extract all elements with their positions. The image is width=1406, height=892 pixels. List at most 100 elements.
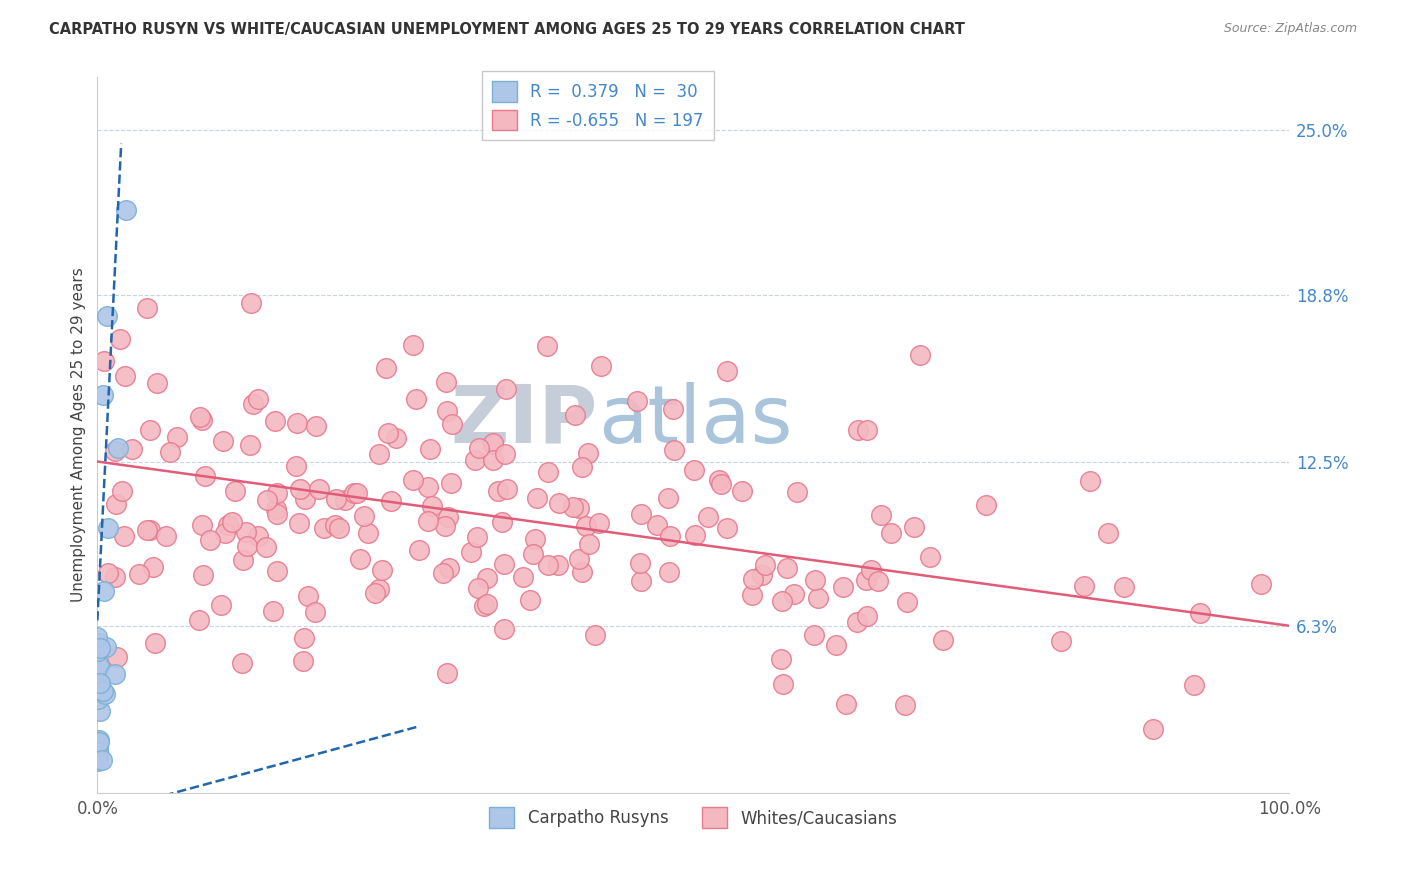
Point <box>494 447 516 461</box>
Point <box>364 586 387 600</box>
Point <box>494 622 516 636</box>
Text: atlas: atlas <box>598 382 793 459</box>
Point <box>402 473 425 487</box>
Point <box>91 683 114 698</box>
Point <box>716 363 738 377</box>
Point <box>368 582 391 596</box>
Point <box>537 465 560 479</box>
Point <box>264 502 287 516</box>
Point <box>880 525 903 540</box>
Point <box>96 309 118 323</box>
Point <box>537 558 560 573</box>
Point <box>482 437 505 451</box>
Point <box>575 519 598 533</box>
Point <box>974 498 997 512</box>
Point <box>568 552 591 566</box>
Point <box>475 597 498 611</box>
Point <box>256 493 278 508</box>
Point <box>468 441 491 455</box>
Point <box>460 544 482 558</box>
Point <box>855 609 877 624</box>
Point <box>87 754 110 768</box>
Point <box>467 582 489 596</box>
Point <box>121 442 143 457</box>
Point <box>524 532 547 546</box>
Point <box>440 475 463 490</box>
Point <box>464 453 486 467</box>
Point <box>860 563 883 577</box>
Point <box>97 521 120 535</box>
Point <box>683 463 706 477</box>
Point <box>626 394 648 409</box>
Point <box>402 338 425 352</box>
Point <box>254 540 277 554</box>
Point <box>707 473 730 487</box>
Point <box>571 565 593 579</box>
Point <box>418 480 440 494</box>
Point <box>357 526 380 541</box>
Point <box>434 375 457 389</box>
Point <box>138 523 160 537</box>
Point <box>562 500 585 515</box>
Point <box>191 568 214 582</box>
Point <box>155 529 177 543</box>
Point <box>105 649 128 664</box>
Point <box>292 631 315 645</box>
Point <box>583 628 606 642</box>
Point <box>312 520 335 534</box>
Point <box>662 402 685 417</box>
Point <box>91 754 114 768</box>
Point <box>589 359 612 373</box>
Point <box>266 565 288 579</box>
Point <box>495 382 517 396</box>
Point <box>86 745 108 759</box>
Point <box>188 614 211 628</box>
Point <box>1250 576 1272 591</box>
Point <box>418 515 440 529</box>
Point <box>1112 580 1135 594</box>
Point <box>658 529 681 543</box>
Point <box>87 691 110 706</box>
Point <box>87 734 110 748</box>
Point <box>1050 633 1073 648</box>
Point <box>87 681 110 696</box>
Point <box>297 589 319 603</box>
Point <box>405 392 427 406</box>
Legend: Carpatho Rusyns, Whites/Caucasians: Carpatho Rusyns, Whites/Caucasians <box>482 801 904 834</box>
Point <box>304 606 326 620</box>
Point <box>285 459 308 474</box>
Point <box>486 483 509 498</box>
Point <box>232 552 254 566</box>
Point <box>239 438 262 452</box>
Point <box>198 533 221 548</box>
Point <box>903 520 925 534</box>
Point <box>806 591 828 605</box>
Point <box>522 547 544 561</box>
Point <box>93 583 115 598</box>
Point <box>87 659 110 673</box>
Point <box>846 423 869 437</box>
Point <box>436 665 458 680</box>
Point <box>266 508 288 522</box>
Point <box>437 561 460 575</box>
Point <box>115 202 138 217</box>
Point <box>832 580 855 594</box>
Point <box>231 656 253 670</box>
Point <box>491 515 513 529</box>
Point <box>564 409 586 423</box>
Point <box>770 652 793 666</box>
Point <box>343 485 366 500</box>
Point <box>433 519 456 533</box>
Point <box>349 552 371 566</box>
Point <box>385 431 408 445</box>
Point <box>136 523 159 537</box>
Point <box>328 520 350 534</box>
Point <box>87 643 110 657</box>
Point <box>325 492 347 507</box>
Point <box>932 633 955 648</box>
Point <box>630 507 652 521</box>
Point <box>908 348 931 362</box>
Point <box>465 531 488 545</box>
Point <box>578 536 600 550</box>
Point <box>770 594 793 608</box>
